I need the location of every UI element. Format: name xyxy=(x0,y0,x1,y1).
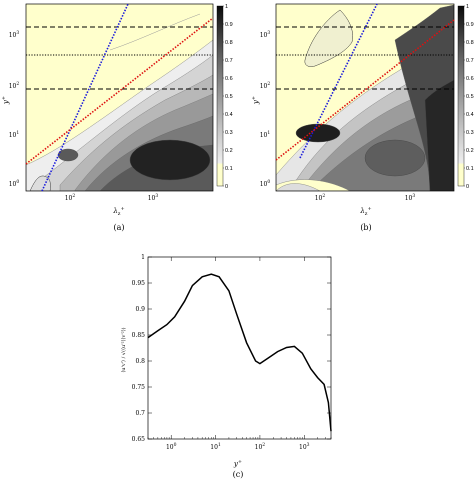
colorbar-tick-label: 0.8 xyxy=(225,40,233,46)
panel-b-frame xyxy=(275,3,455,192)
panel-c-frame xyxy=(147,256,332,440)
ytick-label: 0.8 xyxy=(135,358,145,365)
panel-c-xlabel: y+ xyxy=(233,459,242,468)
colorbar-tick-label: 0.1 xyxy=(225,166,233,172)
xtick-label: 103 xyxy=(299,442,310,451)
colorbar-tick-label: 0.1 xyxy=(466,166,474,172)
ytick-label: 0.9 xyxy=(135,306,145,313)
panel-b-contour-field xyxy=(276,4,454,191)
panel-a-xlabel: λz+ xyxy=(112,206,124,217)
panel-a-y-ticks: 103 102 101 100 xyxy=(9,30,20,188)
colorbar-tick-label: 1 xyxy=(225,4,228,10)
colorbar-tick-label: 0.5 xyxy=(225,94,233,100)
panel-b-xlabel: λz+ xyxy=(359,206,371,217)
panel-b-ytick-1000: 103 xyxy=(260,30,271,39)
panel-b-x-ticks: 102 103 xyxy=(315,193,416,202)
panel-a-frame xyxy=(25,3,214,192)
panel-b-colorbar: 0 0.1 0.2 0.3 0.4 0.5 0.6 0.7 0.8 0.9 1 xyxy=(457,4,474,190)
panel-a-ylabel: y+ xyxy=(1,96,10,105)
panel-b: 103 102 101 100 102 103 y+ λz+ 0 0.1 0.2 0.… xyxy=(251,3,474,232)
panel-c-ylabel: ⟨u'v'⟩ / √(⟨u'²⟩⟨v'²⟩) xyxy=(120,327,127,372)
caption-b: (b) xyxy=(360,223,371,232)
panel-a-ytick-1: 100 xyxy=(9,179,20,188)
colorbar-tick-label: 0.3 xyxy=(225,130,233,136)
panel-a-ytick-1000: 103 xyxy=(9,30,20,39)
xtick-label: 101 xyxy=(210,442,221,451)
panel-b-ytick-10: 101 xyxy=(260,130,271,139)
panel-a-blue-dotted-line xyxy=(41,3,129,192)
panel-a-xtick-100: 102 xyxy=(65,193,76,202)
panel-b-ytick-100: 102 xyxy=(260,81,271,90)
colorbar-tick-label: 0 xyxy=(466,184,469,190)
colorbar-tick-label: 0.8 xyxy=(466,40,474,46)
panel-a-contour-field xyxy=(26,4,213,191)
colorbar-tick-label: 0.9 xyxy=(225,22,233,28)
colorbar-tick-label: 0.9 xyxy=(466,22,474,28)
panel-b-xtick-100: 102 xyxy=(315,193,326,202)
panel-a-xtick-1000: 103 xyxy=(148,193,159,202)
panel-c-ticks: 0.65 0.7 0.75 0.8 0.85 0.9 0.95 1 100 101 102 103 xyxy=(132,254,332,451)
colorbar-tick-label: 0.7 xyxy=(466,58,474,64)
xtick-label: 100 xyxy=(166,442,177,451)
xtick-label: 102 xyxy=(255,442,266,451)
panel-a-ytick-100: 102 xyxy=(9,81,20,90)
ytick-label: 0.95 xyxy=(132,280,146,287)
colorbar-tick-label: 0.3 xyxy=(466,130,474,136)
colorbar-tick-label: 0.5 xyxy=(466,94,474,100)
panel-b-xtick-1000: 103 xyxy=(405,193,416,202)
colorbar-tick-label: 0.2 xyxy=(225,148,233,154)
ytick-label: 1 xyxy=(141,254,145,261)
colorbar-tick-label: 0.4 xyxy=(466,112,474,118)
panel-c: 0.65 0.7 0.75 0.8 0.85 0.9 0.95 1 100 101 102 103 y… xyxy=(120,254,332,479)
colorbar-tick-label: 0.6 xyxy=(466,76,474,82)
panel-b-ytick-1: 100 xyxy=(260,179,271,188)
colorbar-tick-label: 0.6 xyxy=(225,76,233,82)
colorbar-tick-label: 0 xyxy=(225,184,228,190)
ytick-label: 0.75 xyxy=(132,384,146,391)
ytick-label: 0.7 xyxy=(135,410,145,417)
panel-a-colorbar: 0 0.1 0.2 0.3 0.4 0.5 0.6 0.7 0.8 0.9 1 xyxy=(216,4,233,190)
ytick-label: 0.65 xyxy=(132,436,146,443)
panel-b-y-ticks: 103 102 101 100 xyxy=(260,30,271,188)
panel-c-series-line xyxy=(147,273,332,432)
colorbar-tick-label: 0.7 xyxy=(225,58,233,64)
panel-a-x-ticks: 102 103 xyxy=(65,193,159,202)
colorbar-tick-label: 1 xyxy=(466,4,469,10)
caption-a: (a) xyxy=(113,223,124,232)
panel-a-red-dotted-line xyxy=(25,17,214,165)
caption-c: (c) xyxy=(233,470,244,479)
colorbar-tick-label: 0.2 xyxy=(466,148,474,154)
panel-a-ytick-10: 101 xyxy=(9,130,20,139)
panel-b-ylabel: y+ xyxy=(251,96,260,105)
colorbar-tick-label: 0.4 xyxy=(225,112,233,118)
ytick-label: 0.85 xyxy=(132,332,146,339)
panel-a: 103 102 101 100 102 103 y+ λz+ 0 0.1 0.2 0.… xyxy=(1,3,233,232)
